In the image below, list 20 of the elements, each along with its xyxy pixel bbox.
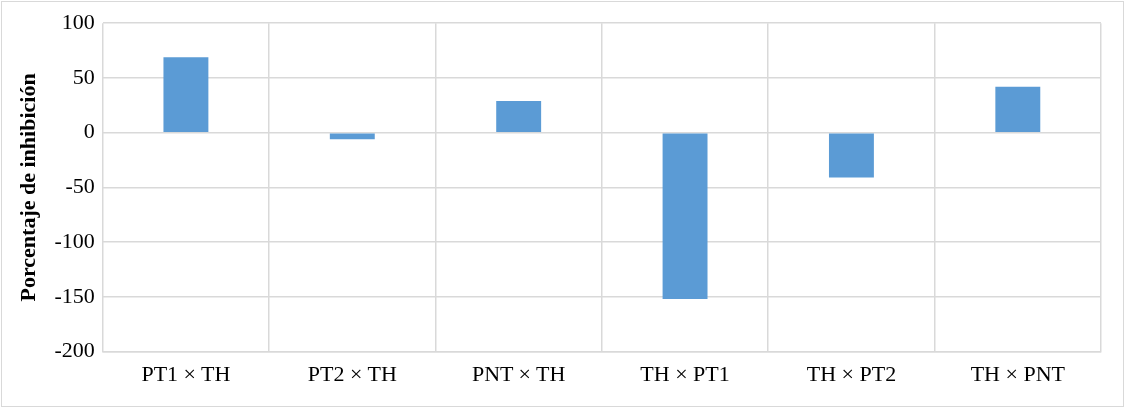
y-tick-label: -200 [54,337,95,363]
x-tick-label: PT2 × TH [307,360,397,386]
y-tick-label: -150 [54,282,95,308]
x-tick-label: TH × PT1 [640,360,730,386]
y-tick-label: 50 [72,63,95,89]
bar [995,86,1041,132]
bar [828,133,874,178]
x-tick-label: PNT × TH [471,360,566,386]
x-tick-label: PT1 × TH [141,360,231,386]
y-tick-label: -100 [54,227,95,253]
y-tick-label: 0 [83,118,95,144]
bar [329,133,375,140]
y-tick-label: -50 [65,173,95,199]
x-tick-label: TH × PNT [970,360,1066,386]
y-tick-label: 100 [61,8,95,34]
bar [163,57,209,132]
y-axis-title: Porcentaje de inhibición [14,73,40,302]
bar [662,133,708,300]
x-tick-label: TH × PT2 [806,360,897,386]
bar [496,100,542,132]
